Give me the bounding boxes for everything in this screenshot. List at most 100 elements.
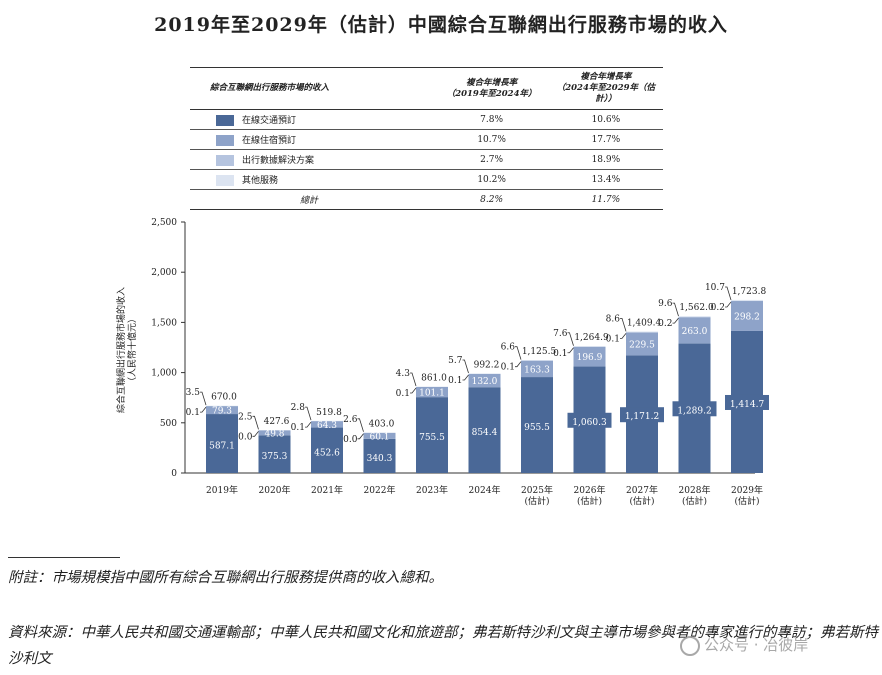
cagr-value: 13.4% bbox=[548, 169, 663, 190]
x-tick-label: 2021年 bbox=[311, 484, 343, 496]
bar-value-label: 375.3 bbox=[262, 452, 288, 462]
bar-total-label: 427.6 bbox=[264, 417, 290, 427]
bar-total-label: 519.8 bbox=[316, 408, 342, 418]
label-backdrop bbox=[620, 407, 664, 423]
bar-value-label: 79.3 bbox=[212, 407, 232, 417]
bar-value-label: 0.2 bbox=[711, 303, 725, 313]
bar-segment-1 bbox=[416, 397, 448, 473]
bar-total-label: 1,264.9 bbox=[574, 333, 609, 343]
leader-line bbox=[672, 302, 679, 317]
legend-label: 在線交通預訂 bbox=[242, 116, 297, 126]
leader-line bbox=[462, 374, 469, 381]
bar-segment-4 bbox=[468, 373, 501, 374]
bar-value-label: 0.0 bbox=[238, 432, 253, 442]
note-rule bbox=[8, 557, 120, 558]
bar-value-label: 0.1 bbox=[291, 423, 305, 433]
x-tick-label: 2026年 bbox=[574, 484, 606, 496]
bar-value-label: 9.6 bbox=[658, 299, 673, 309]
bar-value-label: 0.1 bbox=[396, 389, 410, 399]
x-tick-label: (估計) bbox=[734, 495, 759, 507]
wechat-icon bbox=[680, 635, 700, 656]
bar-segment-1 bbox=[521, 377, 553, 473]
bar-value-label: 0.1 bbox=[553, 349, 567, 359]
bar-value-label: 8.6 bbox=[606, 314, 621, 324]
leader-line bbox=[725, 286, 732, 301]
bar-value-label: 854.4 bbox=[472, 428, 498, 438]
label-backdrop bbox=[725, 394, 769, 410]
leader-line bbox=[620, 333, 627, 339]
x-tick-label: 2020年 bbox=[259, 484, 291, 496]
x-tick-label: 2025年 bbox=[521, 484, 553, 496]
leader-line bbox=[620, 317, 627, 332]
bar-value-label: 196.9 bbox=[577, 353, 603, 363]
table-row: 出行數據解決方案 2.7% 18.9% bbox=[190, 149, 663, 170]
table-row: 在線住宿預訂 10.7% 17.7% bbox=[190, 129, 663, 150]
leader-line bbox=[200, 406, 207, 413]
bar-segment-2 bbox=[521, 360, 553, 378]
table-row-total: 總計 8.2% 11.7% bbox=[190, 189, 663, 210]
bar-segment-4 bbox=[626, 331, 658, 333]
bar-total-label: 1,723.8 bbox=[732, 287, 767, 297]
bar-segment-2 bbox=[468, 373, 501, 388]
x-tick-label: 2028年 bbox=[679, 484, 711, 496]
leader-line bbox=[462, 359, 469, 374]
leader-line bbox=[410, 372, 417, 387]
table-header-row: 綜合互聯網出行服務市場的收入 複合年增長率 （2019年至2024年） 複合年增… bbox=[190, 68, 663, 110]
y-tick-label: 0 bbox=[171, 469, 177, 479]
leader-line bbox=[567, 347, 574, 354]
y-tick-label: 1,000 bbox=[151, 369, 177, 379]
bar-segment-1 bbox=[363, 438, 396, 473]
bar-value-label: 263.0 bbox=[682, 327, 708, 337]
table-row: 在線交通預訂 7.8% 10.6% bbox=[190, 109, 663, 130]
bar-value-label: 587.1 bbox=[209, 442, 235, 452]
total-label: 總計 bbox=[300, 196, 319, 206]
x-tick-label: 2022年 bbox=[364, 484, 396, 496]
cagr-value: 8.2% bbox=[434, 189, 549, 210]
x-tick-label: 2027年 bbox=[626, 484, 658, 496]
bar-segment-2 bbox=[258, 430, 291, 436]
x-tick-label: 2019年 bbox=[206, 484, 238, 496]
cagr-value: 10.6% bbox=[548, 109, 663, 130]
x-tick-label: (估計) bbox=[629, 495, 654, 507]
leader-line bbox=[725, 301, 732, 308]
legend-swatch-accommodation bbox=[216, 135, 234, 146]
legend-swatch-other bbox=[216, 175, 234, 186]
cagr-value: 2.7% bbox=[434, 149, 549, 170]
bar-total-label: 992.2 bbox=[474, 360, 500, 370]
y-tick-label: 500 bbox=[160, 419, 177, 429]
bar-segment-1 bbox=[311, 427, 343, 473]
bar-segment-4 bbox=[573, 346, 606, 347]
bar-value-label: 298.2 bbox=[734, 312, 760, 322]
legend-label: 其他服務 bbox=[242, 176, 279, 186]
y-tick-label: 1,500 bbox=[151, 318, 177, 328]
bar-value-label: 5.7 bbox=[448, 356, 463, 366]
bar-value-label: 2.6 bbox=[343, 415, 358, 425]
bar-segment-1 bbox=[468, 387, 501, 473]
bar-value-label: 1,289.2 bbox=[677, 406, 711, 416]
bar-value-label: 10.7 bbox=[705, 283, 725, 293]
leader-line bbox=[252, 415, 259, 430]
header-market: 綜合互聯網出行服務市場的收入 bbox=[190, 68, 435, 110]
cagr-value: 7.8% bbox=[434, 109, 549, 130]
label-backdrop bbox=[672, 401, 717, 417]
x-tick-label: (估計) bbox=[682, 495, 707, 507]
bar-value-label: 101.1 bbox=[419, 389, 445, 399]
cagr-value: 18.9% bbox=[548, 149, 663, 170]
cagr-value: 17.7% bbox=[548, 129, 663, 150]
bar-value-label: 0.1 bbox=[606, 334, 620, 344]
leader-line bbox=[567, 332, 574, 346]
footnote: 附註：市場規模指中國所有綜合互聯網出行服務提供商的收入總和。 bbox=[8, 570, 443, 586]
x-tick-label: 2023年 bbox=[416, 484, 448, 496]
cagr-value: 10.7% bbox=[434, 129, 549, 150]
bar-segment-4 bbox=[521, 359, 553, 361]
bar-value-label: 452.6 bbox=[314, 448, 340, 458]
x-tick-label: 2029年 bbox=[731, 484, 763, 496]
bar-segment-2 bbox=[678, 317, 711, 344]
bar-value-label: 4.3 bbox=[396, 369, 411, 379]
bar-value-label: 3.5 bbox=[186, 388, 201, 398]
bar-segment-2 bbox=[573, 346, 606, 367]
leader-line bbox=[357, 418, 364, 432]
bar-value-label: 1,171.2 bbox=[625, 412, 659, 422]
bar-segment-2 bbox=[416, 386, 448, 398]
bar-segment-2 bbox=[626, 332, 658, 356]
